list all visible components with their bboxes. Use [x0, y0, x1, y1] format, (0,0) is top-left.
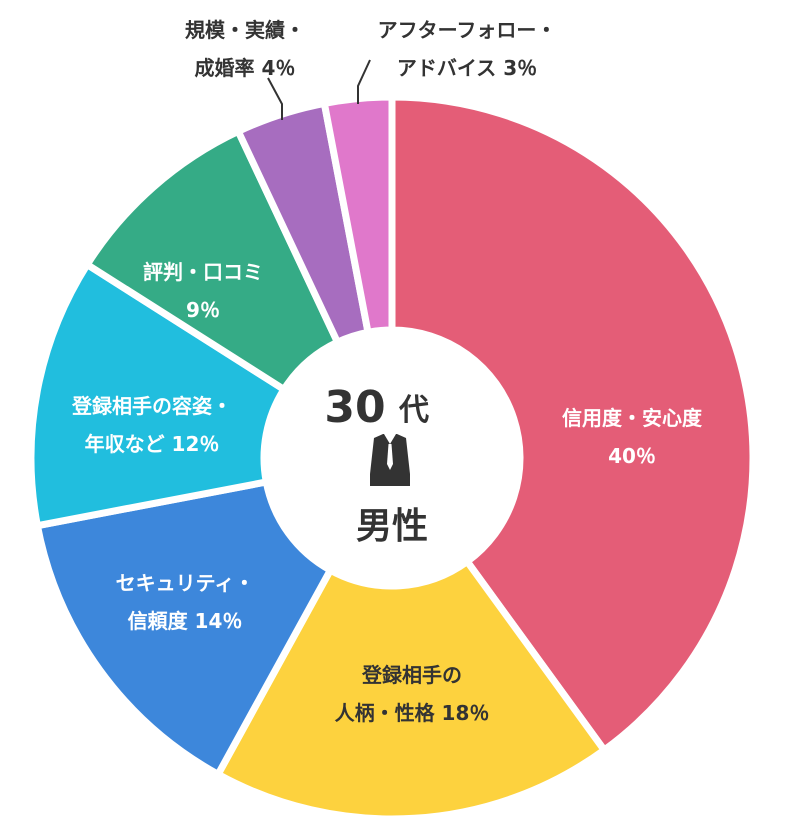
- slice-label-6: 規模・実績・成婚率 4％: [185, 18, 305, 80]
- slice-label-line: アドバイス 3％: [397, 56, 537, 80]
- center-age-number: 30: [324, 382, 385, 433]
- slice-label-line: 人柄・性格 18％: [335, 701, 490, 725]
- slice-labels: 信用度・安心度 40％ 登録相手の人柄・性格 18％ セキュリティ・信頼度 14％ 登録…: [71, 18, 703, 725]
- center-age-suffix: 代: [398, 393, 429, 428]
- leader-lines: [267, 59, 371, 120]
- slice-label-2: 登録相手の人柄・性格 18％: [335, 663, 490, 725]
- slice-label-line: セキュリティ・: [116, 571, 255, 595]
- slice-label-line: 信頼度 14％: [128, 609, 243, 633]
- slice-label-line: 40％: [608, 444, 656, 468]
- slice-label-line: アフターフォロー・: [378, 18, 557, 42]
- slice-label-line: 登録相手の: [361, 663, 462, 687]
- slice-label-4: 登録相手の容姿・年収など 12％: [71, 394, 232, 456]
- slice-4: [27, 261, 288, 530]
- slice-label-line: 成婚率 4％: [195, 56, 296, 80]
- slice-label-7: アフターフォロー・アドバイス 3％: [378, 18, 557, 80]
- slice-2: [214, 558, 608, 823]
- leader-line-7: [357, 59, 371, 104]
- center-gender: 男性: [356, 506, 428, 547]
- slice-label-3: セキュリティ・信頼度 14％: [116, 571, 255, 633]
- chart-slices: [27, 93, 757, 823]
- slice-label-line: 評判・口コミ: [143, 260, 263, 284]
- slice-label-line: 年収など 12％: [85, 432, 220, 456]
- slice-label-1: 信用度・安心度 40％: [562, 406, 703, 468]
- slice-3: [33, 478, 334, 778]
- slice-5: [83, 127, 341, 393]
- slice-7: [320, 93, 396, 336]
- slice-label-line: 登録相手の容姿・: [71, 394, 232, 418]
- slice-1: [388, 93, 757, 754]
- slice-label-line: 9％: [186, 298, 220, 322]
- slice-label-5: 評判・口コミ 9％: [143, 260, 263, 322]
- leader-line-6: [267, 77, 283, 120]
- slice-label-line: 信用度・安心度: [562, 406, 703, 430]
- center-label: 30 代 男性: [324, 382, 429, 547]
- slice-label-line: 規模・実績・: [185, 18, 305, 42]
- suit-icon: [370, 434, 410, 486]
